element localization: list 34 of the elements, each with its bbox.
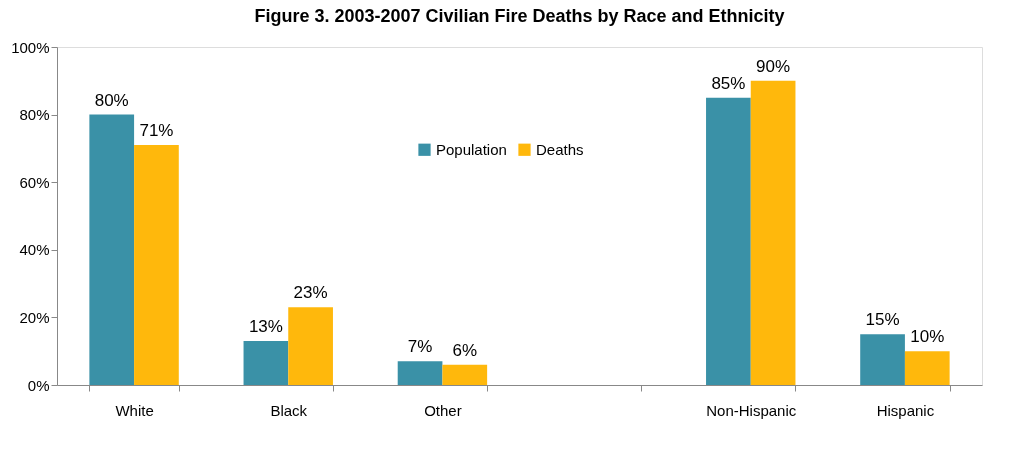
bar (89, 114, 135, 385)
bar (860, 334, 905, 385)
data-label: 7% (407, 337, 433, 357)
data-label: 23% (293, 283, 328, 303)
y-tick-label: 60% (19, 173, 50, 191)
x-tick-label: Hispanic (876, 401, 935, 419)
bar (134, 145, 179, 385)
chart-title: Figure 3. 2003-2007 Civilian Fire Deaths by Race and Ethnicity (254, 6, 785, 26)
bar (243, 341, 289, 385)
bar (442, 364, 488, 385)
data-label: 90% (756, 56, 791, 76)
data-label: 80% (94, 90, 129, 110)
y-tick-label: 80% (19, 106, 50, 124)
y-tick-label: 20% (19, 308, 50, 326)
x-tick-label: Non-Hispanic (706, 401, 797, 419)
bar (750, 80, 796, 385)
bar (706, 97, 751, 385)
bar (397, 361, 443, 385)
legend-label: Population (436, 140, 507, 158)
data-label: 85% (711, 73, 746, 93)
data-label: 15% (865, 310, 900, 330)
data-label: 71% (139, 121, 174, 141)
data-label: 13% (248, 317, 283, 337)
x-tick-label: Other (424, 401, 462, 419)
data-label: 10% (910, 327, 945, 347)
x-tick-label: Black (270, 401, 308, 419)
bar (288, 307, 333, 385)
bar (904, 351, 950, 385)
y-tick-label: 0% (27, 376, 50, 394)
x-tick-label: White (115, 401, 154, 419)
legend-label: Deaths (536, 140, 584, 158)
data-label: 6% (452, 340, 478, 360)
y-tick-label: 100% (11, 38, 50, 56)
y-tick-label: 40% (19, 241, 50, 259)
